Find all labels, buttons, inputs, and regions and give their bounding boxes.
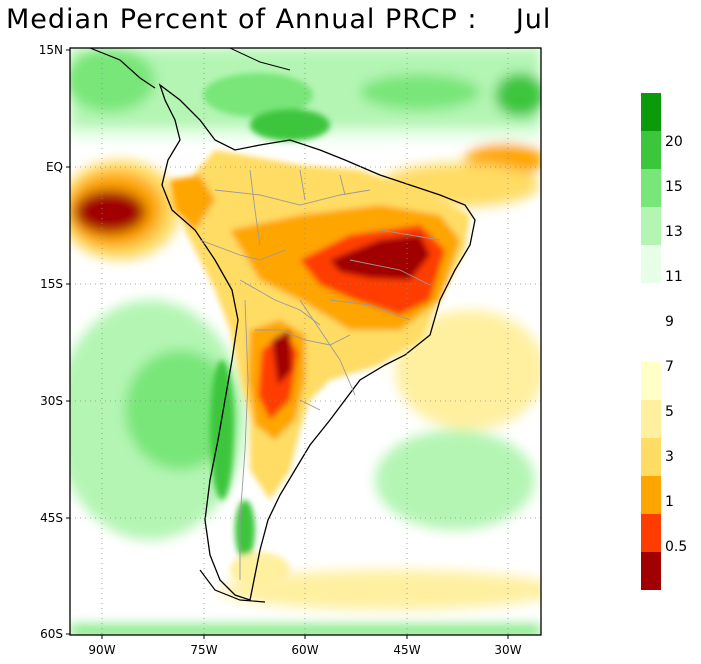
legend-label: 3: [665, 449, 674, 465]
coastline: [158, 83, 476, 601]
lon-label: 90W: [88, 643, 115, 657]
lat-label: 60S: [40, 627, 63, 641]
continent-field: [170, 73, 470, 588]
guiana-green: [250, 109, 330, 141]
lon-label: 60W: [291, 643, 318, 657]
legend-color-box: [641, 207, 661, 245]
legend-upper-labels: 20 15 13 11 9: [665, 134, 683, 330]
map-title: Median Percent of Annual PRCP : Jul: [6, 4, 552, 35]
legend-color-box: [641, 400, 661, 438]
legend-color-box: [641, 131, 661, 169]
legend-color-box: [641, 283, 661, 321]
legend-label: 13: [665, 224, 683, 240]
south-chile-green: [235, 500, 255, 560]
argentina-dark-red: [272, 330, 292, 385]
legend-label: 0.5: [665, 539, 687, 555]
north-atlantic-dark-green: [495, 73, 541, 117]
pacific-dark-red: [74, 190, 146, 234]
legend-upper-scale: [641, 93, 661, 321]
south-yellow-band: [220, 570, 541, 610]
north-pacific-green: [70, 48, 155, 112]
legend-color-box: [641, 476, 661, 514]
legend-lower-scale: [641, 362, 661, 590]
color-legend: 20 15 13 11 9 7 5 3 1 0.5: [641, 93, 687, 590]
tierra-del-fuego: [199, 569, 266, 603]
legend-color-box: [641, 245, 661, 283]
legend-color-box: [641, 169, 661, 207]
patagonia-yellow: [230, 552, 290, 588]
s-atlantic-green: [375, 430, 535, 530]
latitude-labels: 15N EQ 15S 30S 45S 60S: [39, 43, 63, 641]
lat-label: 45S: [40, 511, 63, 525]
lat-label: EQ: [46, 160, 63, 174]
legend-color-box: [641, 93, 661, 131]
s-atlantic-yellow: [395, 310, 541, 430]
north-atlantic-green: [360, 74, 480, 110]
lat-label: 30S: [40, 394, 63, 408]
central-america-coast: [89, 48, 156, 89]
venezuela-green: [203, 73, 313, 117]
se-pacific-green: [125, 350, 235, 470]
brazil-dark-red: [330, 235, 430, 280]
legend-color-box: [641, 552, 661, 590]
map-field: [70, 48, 541, 635]
legend-label: 20: [665, 134, 683, 150]
legend-color-box: [641, 438, 661, 476]
lat-label: 15N: [39, 43, 63, 57]
lon-label: 45W: [393, 643, 420, 657]
axis-ticks: [66, 49, 509, 639]
legend-color-box: [641, 362, 661, 400]
legend-label: 15: [665, 179, 683, 195]
legend-lower-labels: 7 5 3 1 0.5: [665, 359, 687, 555]
lat-label: 15S: [40, 277, 63, 291]
legend-label: 7: [665, 359, 674, 375]
longitude-labels: 90W 75W 60W 45W 30W: [88, 643, 521, 657]
legend-label: 9: [665, 314, 674, 330]
chile-green: [210, 360, 234, 500]
country-borders: [199, 169, 441, 580]
caribbean-coast: [229, 48, 291, 71]
legend-label: 11: [665, 269, 683, 285]
legend-label: 1: [665, 494, 674, 510]
lon-label: 30W: [494, 643, 521, 657]
legend-color-box: [641, 514, 661, 552]
lat-lon-grid: [70, 48, 541, 635]
legend-label: 5: [665, 404, 674, 420]
south-green-strip: [70, 625, 541, 635]
lon-label: 75W: [190, 643, 217, 657]
